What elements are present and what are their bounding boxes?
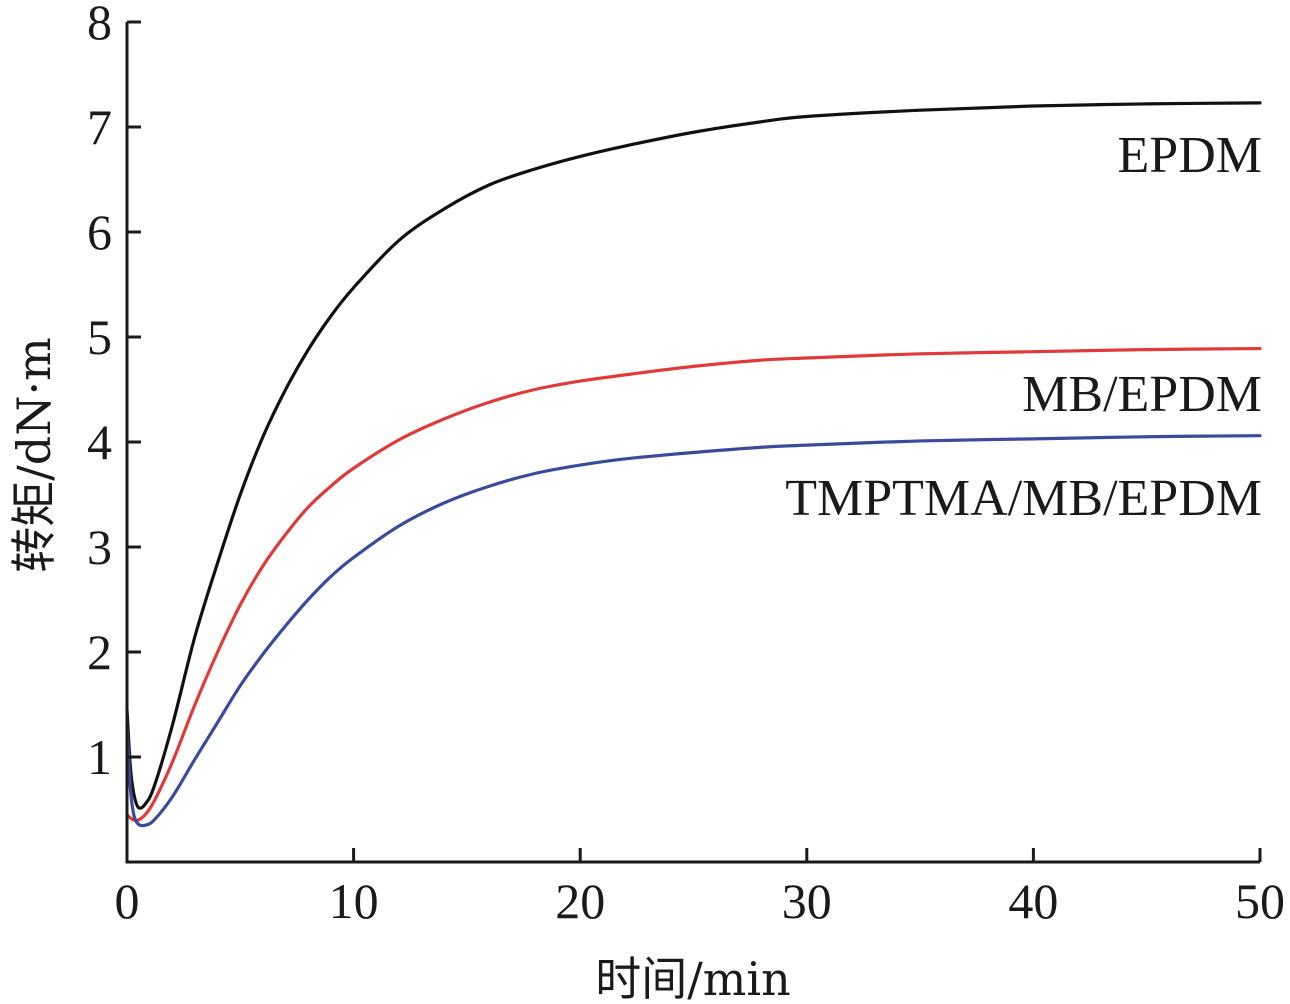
y-tick-label: 5 <box>87 309 112 365</box>
series-lines <box>125 101 1262 828</box>
x-tick-label: 10 <box>329 873 379 929</box>
y-tick-label: 1 <box>87 729 112 785</box>
series-label-epdm: EPDM <box>1118 127 1262 184</box>
tick-marks <box>125 20 1262 862</box>
y-tick-label: 6 <box>87 204 112 260</box>
x-tick-label: 40 <box>1008 873 1058 929</box>
y-tick-label: 7 <box>87 99 112 155</box>
y-tick-label: 2 <box>87 624 112 680</box>
x-tick-label: 50 <box>1235 873 1285 929</box>
tick-labels: 0 10 20 30 40 50 1 2 3 4 5 6 7 8 <box>87 0 1285 929</box>
series-label-tmptma-mb-epdm: TMPTMA/MB/EPDM <box>785 470 1262 527</box>
y-axis-title: 转矩/dN·m <box>7 337 61 572</box>
x-tick-label: 20 <box>555 873 605 929</box>
series-labels: EPDM MB/EPDM TMPTMA/MB/EPDM <box>785 127 1262 527</box>
axes <box>125 22 1260 864</box>
x-tick-label: 30 <box>782 873 832 929</box>
y-tick-label: 4 <box>87 414 112 470</box>
x-axis-title: 时间/min <box>595 952 790 1004</box>
series-line-tmptma-mb-epdm <box>125 434 1262 828</box>
series-line-mb-epdm <box>125 346 1262 823</box>
y-tick-label: 8 <box>87 0 112 50</box>
y-tick-label: 3 <box>87 519 112 575</box>
series-label-mb-epdm: MB/EPDM <box>1022 366 1262 423</box>
series-line-epdm <box>125 101 1262 810</box>
x-tick-label: 0 <box>115 873 140 929</box>
